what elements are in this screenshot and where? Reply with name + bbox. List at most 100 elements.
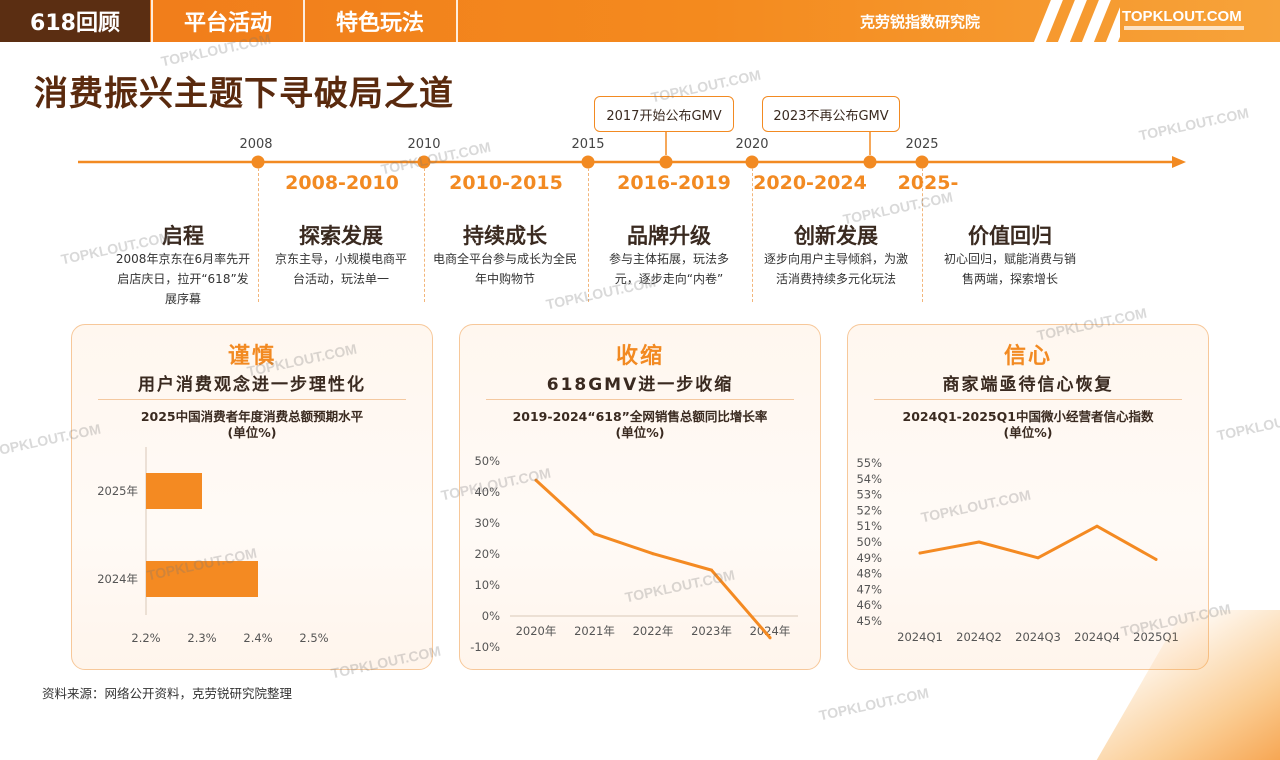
y-tick-label: 51%	[856, 519, 882, 533]
year-label: 2020	[735, 137, 769, 152]
category-label: 2025年	[97, 484, 138, 498]
chart-title: 2019-2024“618”全网销售总额同比增长率 (单位%)	[460, 409, 820, 441]
timeline-axis	[78, 132, 1186, 169]
tab-divider	[456, 0, 458, 42]
period-label: 2016-2019	[617, 172, 731, 194]
data-point	[768, 636, 772, 640]
panel-subtitle: 618GMV进一步收缩	[546, 375, 734, 395]
tab-divider	[303, 0, 305, 42]
data-point	[593, 532, 596, 536]
panel-cautious: 谨慎 用户消费观念进一步理性化 2025中国消费者年度消费总额预期水平 (单位%…	[71, 324, 433, 670]
data-point	[710, 568, 713, 572]
stage-title: 价值回归	[968, 224, 1052, 248]
y-tick-label: 50%	[474, 454, 500, 468]
y-tick-label: 50%	[856, 535, 882, 549]
panel-subtitle: 用户消费观念进一步理性化	[138, 375, 366, 395]
period-label: 2025-	[897, 172, 959, 194]
stage-divider	[258, 168, 259, 302]
panel-confidence: 信心 商家端亟待信心恢复 2024Q1-2025Q1中国微小经营者信心指数 (单…	[847, 324, 1209, 670]
stage-divider	[588, 168, 589, 302]
y-tick-label: 30%	[474, 516, 500, 530]
timeline-dot-2020	[745, 155, 759, 169]
timeline-dot-2015	[581, 155, 595, 169]
callout-2023-gmv: 2023不再公布GMV	[762, 96, 900, 132]
chart-title: 2024Q1-2025Q1中国微小经营者信心指数 (单位%)	[848, 409, 1208, 441]
brand-logo: TOPKLOUT.COM	[1122, 8, 1242, 25]
y-tick-label: 45%	[856, 614, 882, 628]
year-label: 2010	[407, 137, 441, 152]
data-point	[1154, 557, 1158, 561]
timeline-dot-2008	[251, 155, 265, 169]
chart-title-text: 2024Q1-2025Q1中国微小经营者信心指数	[902, 409, 1154, 424]
top-nav-bar: 618回顾 平台活动 特色玩法 克劳锐指数研究院 TOPKLOUT.COM	[0, 0, 1280, 42]
tab-label: 平台活动	[183, 11, 272, 36]
year-label: 2025	[905, 137, 939, 152]
x-tick-label: 2023年	[691, 624, 732, 638]
y-tick-label: 40%	[474, 485, 500, 499]
tab-label: 618回顾	[30, 11, 120, 36]
x-tick-label: 2024Q2	[956, 630, 1002, 644]
data-point	[651, 552, 655, 556]
year-label: 2015	[571, 137, 605, 152]
chart-unit: (单位%)	[1003, 425, 1053, 440]
y-tick-label: 0%	[482, 609, 500, 623]
x-tick-label: 2.3%	[187, 631, 216, 645]
tab-label: 特色玩法	[335, 11, 424, 36]
stage-divider	[424, 168, 425, 302]
tab-divider	[151, 0, 153, 42]
chart-unit: (单位%)	[227, 425, 277, 440]
stage-divider	[752, 168, 753, 302]
x-tick-label: 2.2%	[131, 631, 160, 645]
series-line	[534, 478, 772, 640]
x-tick-label: 2024Q3	[1015, 630, 1061, 644]
tab-618-review[interactable]: 618回顾	[0, 0, 150, 42]
x-tick-label: 2021年	[574, 624, 615, 638]
x-tick-label: 2024Q1	[897, 630, 943, 644]
panel-divider	[486, 399, 794, 400]
y-tick-label: 49%	[856, 551, 882, 565]
stage-desc: 电商全平台参与成长为全民年中购物节	[432, 252, 577, 286]
stage-title: 创新发展	[794, 224, 878, 248]
bar-chart-consumption-expectation: 2025年 2024年 2.2% 2.3% 2.4% 2.5%	[97, 447, 329, 645]
panel-title: 收缩	[615, 344, 664, 369]
stage-title: 持续成长	[463, 224, 547, 248]
chart-unit: (单位%)	[615, 425, 665, 440]
bar	[146, 561, 258, 597]
line-chart-merchant-confidence: 45% 46% 47%48% 49% 50% 51% 52%53% 54% 55% 2024Q1 2…	[856, 456, 1178, 644]
data-point	[534, 478, 538, 482]
x-tick-label: 2024Q4	[1074, 630, 1120, 644]
y-tick-label: 53%	[856, 488, 882, 502]
panel-shrink: 收缩 618GMV进一步收缩 2019-2024“618”全网销售总额同比增长率…	[459, 324, 821, 670]
stage-title: 探索发展	[299, 224, 383, 248]
stage-desc: 逐步向用户主导倾斜，为激活消费持续多元化玩法	[763, 252, 908, 286]
stage-title: 启程	[162, 224, 204, 248]
stage-desc: 参与主体拓展，玩法多元，逐步走向“内卷”	[608, 252, 729, 286]
stage-divider	[922, 168, 923, 302]
panel-divider	[98, 399, 406, 400]
chart-title-text: 2025中国消费者年度消费总额预期水平	[140, 409, 364, 424]
tab-platform-activities[interactable]: 平台活动	[153, 0, 303, 42]
stage-desc: 2008年京东在6月率先开启店庆日，拉开“618”发展序幕	[115, 252, 251, 306]
category-label: 2024年	[97, 572, 138, 586]
source-note: 资料来源：网络公开资料，克劳锐研究院整理	[42, 686, 293, 701]
watermark-logo: TOPKLOUT.COM	[1215, 404, 1280, 444]
data-point	[977, 540, 981, 544]
panel-title: 谨慎	[227, 344, 276, 369]
data-point	[1095, 524, 1099, 528]
year-label: 2008	[239, 137, 273, 152]
period-label: 2010-2015	[449, 172, 563, 194]
tab-special-gameplay[interactable]: 特色玩法	[305, 0, 455, 42]
panel-subtitle: 商家端亟待信心恢复	[942, 375, 1114, 395]
data-point	[1036, 556, 1040, 560]
stage-desc: 京东主导，小规模电商平台活动，玩法单一	[274, 252, 407, 286]
y-tick-label: 10%	[474, 578, 500, 592]
stage-title: 品牌升级	[627, 224, 711, 248]
panel-divider	[874, 399, 1182, 400]
y-tick-label: 20%	[474, 547, 500, 561]
stage-desc: 初心回归，赋能消费与销售两端，探索增长	[943, 252, 1076, 286]
data-point	[918, 551, 922, 555]
bar	[146, 473, 202, 509]
brand-tagline-bar	[1124, 26, 1244, 30]
y-tick-label: 47%	[856, 582, 882, 596]
y-tick-label: -10%	[470, 640, 500, 654]
